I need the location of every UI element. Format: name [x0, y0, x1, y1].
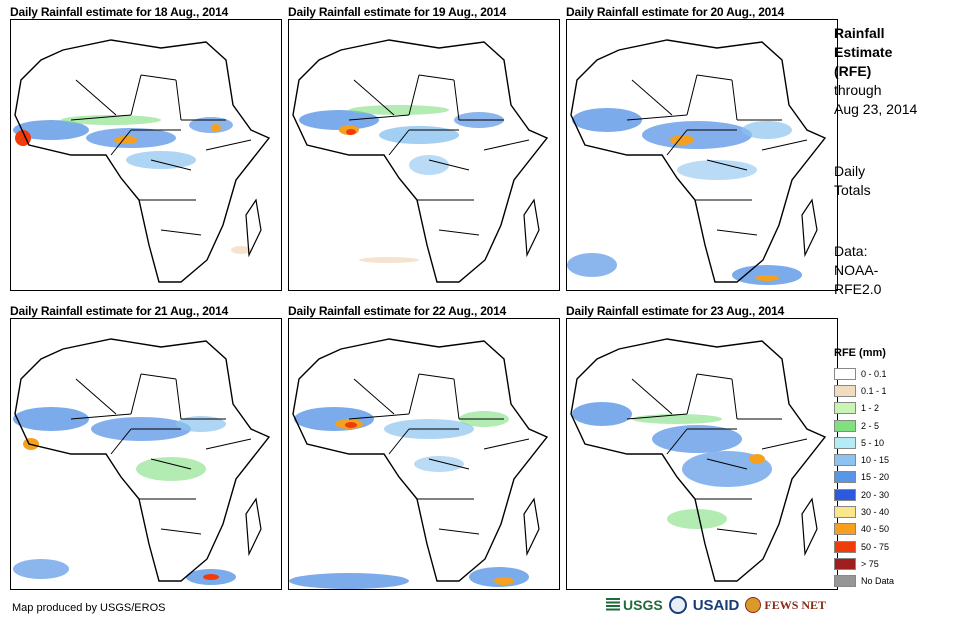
legend-label: 30 - 40	[861, 507, 890, 518]
legend-swatch	[834, 557, 856, 570]
legend-item: 5 - 10	[834, 434, 894, 451]
map-svg	[289, 338, 549, 589]
data-source-block: Data: NOAA- RFE2.0	[834, 242, 881, 299]
usgs-wordmark: USGS	[623, 597, 663, 613]
map-title-block: Rainfall Estimate (RFE) through Aug 23, …	[834, 24, 917, 119]
title-line: Estimate	[834, 44, 893, 60]
legend-item: No Data	[834, 573, 894, 590]
panel-title: Daily Rainfall estimate for 21 Aug., 201…	[10, 304, 229, 318]
legend-item: 40 - 50	[834, 521, 894, 538]
legend-swatch	[834, 454, 856, 467]
legend-swatch	[834, 540, 856, 553]
map-svg	[292, 39, 549, 283]
usgs-icon	[606, 598, 620, 612]
africa-rainfall-map	[288, 318, 560, 590]
data-source-line: NOAA-	[834, 262, 879, 278]
africa-rainfall-map	[566, 318, 838, 590]
logo-strip: USGS USAID FEWS NET	[606, 596, 826, 614]
legend-swatch	[834, 436, 856, 449]
africa-rainfall-map	[566, 19, 838, 291]
seal-icon	[668, 596, 687, 614]
legend-swatch	[834, 488, 856, 501]
legend-item: > 75	[834, 555, 894, 572]
map-svg	[13, 39, 271, 283]
rainfall-layer	[13, 115, 251, 254]
legend-swatch	[834, 384, 856, 397]
rainfall-layer	[299, 105, 504, 263]
legend-label: 2 - 5	[861, 420, 880, 431]
panel-title: Daily Rainfall estimate for 18 Aug., 201…	[10, 5, 229, 19]
fews-net-logo: FEWS NET	[745, 597, 826, 613]
legend-swatch	[834, 523, 856, 536]
legend-swatch	[834, 506, 856, 519]
rainfall-layer	[567, 108, 802, 285]
legend-label: 0 - 0.1	[861, 368, 887, 379]
legend: RFE (mm) 0 - 0.1 0.1 - 1 1 - 2 2 - 5 5 - 10 1…	[834, 347, 894, 590]
daily-totals-block: Daily Totals	[834, 162, 871, 200]
rainfall-layer	[289, 407, 529, 589]
fews-wordmark: FEWS NET	[764, 597, 827, 612]
rainfall-layer	[572, 402, 772, 529]
panel-title: Daily Rainfall estimate for 20 Aug., 201…	[566, 5, 785, 19]
legend-label: 15 - 20	[861, 472, 890, 483]
title-line: Rainfall	[834, 25, 885, 41]
legend-swatch	[834, 367, 856, 380]
legend-item: 10 - 15	[834, 451, 894, 468]
totals-label: Totals	[834, 182, 871, 198]
legend-swatch	[834, 402, 856, 415]
africa-rainfall-map	[10, 19, 282, 291]
legend-title: RFE (mm)	[834, 347, 886, 359]
rainfall-layer	[13, 407, 236, 585]
through-label: through	[834, 82, 882, 98]
data-label: Data:	[834, 243, 868, 259]
credit-text: Map produced by USGS/EROS	[12, 602, 166, 614]
legend-item: 1 - 2	[834, 400, 894, 417]
through-date: Aug 23, 2014	[834, 101, 918, 117]
legend-item: 2 - 5	[834, 417, 894, 434]
africa-rainfall-map	[288, 19, 560, 291]
usgs-logo: USGS	[606, 597, 663, 613]
map-svg	[13, 338, 271, 585]
legend-label: 10 - 15	[861, 455, 890, 466]
legend-label: 0.1 - 1	[861, 385, 887, 396]
map-svg	[570, 338, 827, 582]
africa-rainfall-map	[10, 318, 282, 590]
globe-icon	[745, 597, 762, 613]
legend-swatch	[834, 575, 856, 588]
legend-item: 50 - 75	[834, 538, 894, 555]
legend-item: 0 - 0.1	[834, 365, 894, 382]
legend-label: > 75	[861, 558, 879, 569]
legend-swatch	[834, 419, 856, 432]
legend-item: 30 - 40	[834, 503, 894, 520]
legend-swatch	[834, 471, 856, 484]
title-line: (RFE)	[834, 63, 872, 79]
legend-label: 1 - 2	[861, 403, 880, 414]
legend-items: 0 - 0.1 0.1 - 1 1 - 2 2 - 5 5 - 10 10 - 15 15 …	[834, 365, 894, 590]
legend-item: 0.1 - 1	[834, 382, 894, 399]
data-source-line: RFE2.0	[834, 281, 882, 297]
legend-label: 5 - 10	[861, 437, 885, 448]
usaid-logo: USAID	[692, 596, 740, 614]
legend-label: No Data	[861, 576, 895, 587]
panel-title: Daily Rainfall estimate for 19 Aug., 201…	[288, 5, 507, 19]
legend-item: 20 - 30	[834, 486, 894, 503]
legend-label: 50 - 75	[861, 541, 890, 552]
map-svg	[567, 39, 827, 285]
daily-label: Daily	[834, 163, 866, 179]
legend-item: 15 - 20	[834, 469, 894, 486]
legend-label: 40 - 50	[861, 524, 890, 535]
panel-title: Daily Rainfall estimate for 22 Aug., 201…	[288, 304, 507, 318]
legend-label: 20 - 30	[861, 489, 890, 500]
panel-title: Daily Rainfall estimate for 23 Aug., 201…	[566, 304, 785, 318]
